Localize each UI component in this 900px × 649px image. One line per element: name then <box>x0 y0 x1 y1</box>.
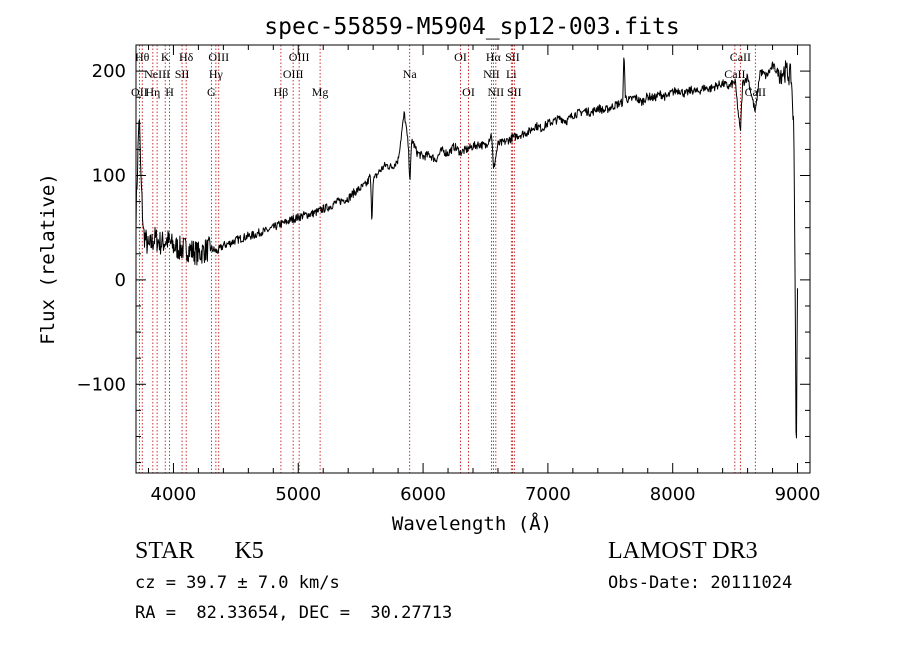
line-label-sii: SII <box>175 67 190 81</box>
line-label-h: H <box>165 85 174 99</box>
axis-layer: 4000 5000 6000 7000 8000 9000 −100 0 100 200 <box>77 45 821 505</box>
line-label-hα: Hα <box>486 50 502 64</box>
object-class: STAR <box>135 538 195 564</box>
line-label-li: Li <box>506 67 517 81</box>
line-label-sii: SII <box>507 85 522 99</box>
y-tick-label: −100 <box>77 374 126 395</box>
x-tick-label: 9000 <box>775 484 821 505</box>
object-subclass: K5 <box>234 538 264 564</box>
line-label-k: K <box>161 50 170 64</box>
x-tick-label: 7000 <box>525 484 571 505</box>
line-label-oi: OI <box>454 50 467 64</box>
x-tick-label: 6000 <box>400 484 446 505</box>
plot-frame <box>135 44 811 474</box>
line-label-neiii: NeIII <box>144 67 170 81</box>
line-label-hβ: Hβ <box>274 85 289 99</box>
y-tick-label: 200 <box>92 61 126 82</box>
line-label-hγ: Hγ <box>209 67 224 81</box>
observation-date: Obs-Date: 20111024 <box>608 573 793 593</box>
line-label-nii: NII <box>483 67 500 81</box>
classification: STAR K5 <box>135 538 264 565</box>
line-label-mg: Mg <box>312 85 329 99</box>
line-label-g: G <box>207 85 216 99</box>
y-axis-label: Flux (relative) <box>37 173 59 345</box>
survey-name: LAMOST DR3 <box>608 538 758 564</box>
coordinates: RA = 82.33654, DEC = 30.27713 <box>135 603 453 623</box>
x-tick-label: 8000 <box>650 484 696 505</box>
line-label-oiii: OIII <box>283 67 304 81</box>
line-label-oi: OI <box>462 85 475 99</box>
spectrum-line <box>135 57 798 439</box>
line-label-caii: CaII <box>724 67 745 81</box>
line-label-layer: OIIHθHηNeIIIKHSIIHδGHγOIIIHβOIIIOIIIMgNa… <box>131 50 766 99</box>
y-tick-label: 0 <box>115 270 126 291</box>
chart-title: spec-55859-M5904_sp12-003.fits <box>264 14 679 40</box>
line-label-nii: NII <box>488 85 505 99</box>
line-label-sii: SII <box>505 50 520 64</box>
line-label-hδ: Hδ <box>179 50 194 64</box>
line-label-oii: OII <box>131 85 148 99</box>
x-axis-label: Wavelength (Å) <box>392 512 552 535</box>
line-marker-layer <box>138 45 756 473</box>
line-label-hθ: Hθ <box>135 50 150 64</box>
x-tick-label: 5000 <box>275 484 321 505</box>
line-label-na: Na <box>403 67 418 81</box>
x-tick-label: 4000 <box>151 484 197 505</box>
y-tick-label: 100 <box>92 165 126 186</box>
spectrum-layer <box>135 57 798 439</box>
line-label-caii: CaII <box>745 85 766 99</box>
line-label-oiii: OIII <box>208 50 229 64</box>
line-label-oiii: OIII <box>289 50 310 64</box>
line-label-caii: CaII <box>730 50 751 64</box>
line-label-hη: Hη <box>145 85 160 99</box>
redshift-velocity: cz = 39.7 ± 7.0 km/s <box>135 573 340 593</box>
